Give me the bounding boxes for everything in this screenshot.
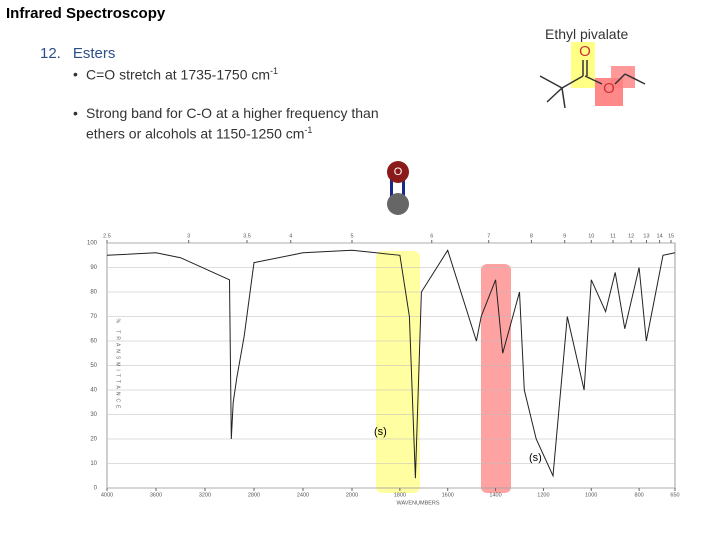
highlight [481, 264, 511, 493]
x2-tick-label: 9 [563, 233, 566, 239]
x-axis-label: WAVENUMBERS [396, 500, 439, 506]
x-tick-label: 650 [670, 492, 679, 498]
x2-tick-label: 13 [643, 233, 649, 239]
x-tick-label: 2000 [346, 492, 358, 498]
atom-label: O [579, 43, 591, 60]
bullet-text: ethers or alcohols at 1150-1250 cm [86, 125, 305, 142]
molecule-name: Ethyl pivalate [545, 26, 629, 42]
y-tick-label: 50 [90, 363, 97, 369]
y-tick-label: 90 [90, 265, 97, 271]
y-tick-label: 80 [90, 290, 97, 296]
molecule: O O [539, 42, 646, 109]
bullet: • Strong band for C-O at a higher frequen… [73, 105, 379, 142]
x2-tick-label: 2.5 [103, 233, 111, 239]
x-tick-label: 4000 [101, 492, 113, 498]
section-heading: 12. Esters [40, 45, 127, 62]
spectrum-line [106, 249, 676, 479]
y-tick-label: 40 [90, 388, 97, 394]
y-tick-label: 10 [90, 461, 97, 467]
atom-label: O [394, 166, 403, 178]
y-tick-label: 70 [90, 314, 97, 320]
y-axis-label: % TRANSMITTANCE [115, 319, 121, 412]
superscript: -1 [304, 125, 313, 135]
bullet-text: Strong band for C-O at a higher frequenc… [86, 105, 379, 121]
x-tick-label: 1600 [442, 492, 454, 498]
x-tick-label: 2800 [248, 492, 260, 498]
x2-tick-label: 12 [628, 233, 634, 239]
x2-tick-label: 10 [588, 233, 594, 239]
bullet-text: C=O stretch at 1735-1750 cm [86, 66, 271, 83]
annotation: (s) [529, 452, 542, 464]
x-tick-label: 3600 [150, 492, 162, 498]
section-number: 12. [40, 45, 61, 62]
x2-tick-label: 8 [530, 233, 533, 239]
superscript: -1 [270, 66, 279, 76]
y-tick-label: 100 [87, 241, 98, 247]
x-tick-label: 1400 [489, 492, 501, 498]
highlight [376, 251, 420, 493]
x-tick-label: 2400 [297, 492, 309, 498]
y-tick-label: 0 [94, 486, 98, 492]
y-tick-label: 30 [90, 412, 97, 418]
x-tick-label: 800 [635, 492, 644, 498]
x-tick-label: 1000 [585, 492, 597, 498]
x2-tick-label: 3.5 [243, 233, 251, 239]
atom-label: O [603, 80, 615, 97]
x-tick-label: 3200 [199, 492, 211, 498]
x2-tick-label: 15 [668, 233, 674, 239]
x2-tick-label: 3 [187, 233, 190, 239]
x2-tick-label: 5 [350, 233, 353, 239]
annotation: (s) [374, 426, 387, 438]
bond-icon: O [387, 161, 409, 215]
x2-tick-label: 7 [487, 233, 490, 239]
y-tick-label: 60 [90, 339, 97, 345]
x2-tick-label: 4 [289, 233, 292, 239]
x2-tick-label: 11 [610, 233, 616, 239]
x-tick-label: 1200 [537, 492, 549, 498]
bullet: • C=O stretch at 1735-1750 cm-1 [73, 66, 279, 83]
y-tick-label: 20 [90, 437, 97, 443]
bonds [539, 60, 646, 109]
section-name: Esters [72, 45, 116, 62]
x2-tick-label: 6 [430, 233, 433, 239]
slide-title: Infrared Spectroscopy [6, 5, 166, 22]
x2-tick-label: 14 [657, 233, 663, 239]
x-tick-label: 1800 [394, 492, 406, 498]
